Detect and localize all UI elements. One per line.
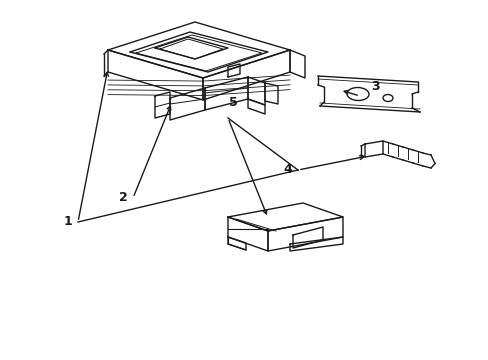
Text: 3: 3 <box>370 80 379 93</box>
Text: 1: 1 <box>63 216 72 229</box>
Text: 4: 4 <box>283 163 292 176</box>
Text: 5: 5 <box>228 96 237 109</box>
Text: 2: 2 <box>119 192 127 204</box>
